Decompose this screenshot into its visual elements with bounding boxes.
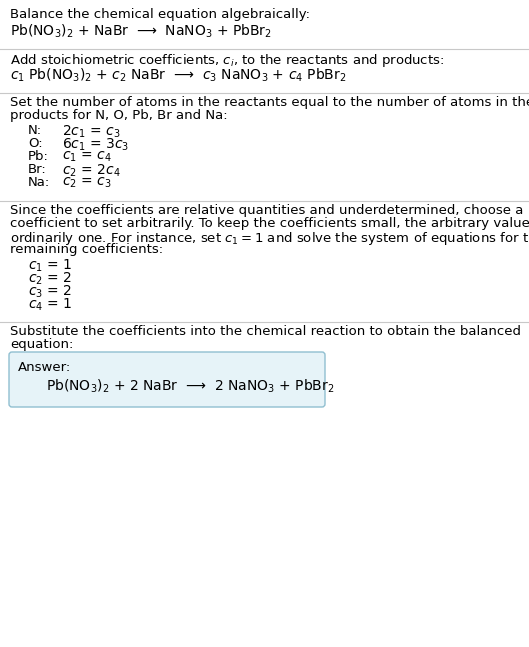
Text: Balance the chemical equation algebraically:: Balance the chemical equation algebraica… [10, 8, 310, 21]
Text: products for N, O, Pb, Br and Na:: products for N, O, Pb, Br and Na: [10, 109, 227, 122]
Text: $c_4$ = 1: $c_4$ = 1 [28, 297, 72, 313]
Text: equation:: equation: [10, 338, 74, 351]
Text: O:: O: [28, 137, 43, 150]
Text: N:: N: [28, 124, 42, 137]
Text: Set the number of atoms in the reactants equal to the number of atoms in the: Set the number of atoms in the reactants… [10, 96, 529, 109]
Text: Pb(NO$_3$)$_2$ + 2 NaBr  ⟶  2 NaNO$_3$ + PbBr$_2$: Pb(NO$_3$)$_2$ + 2 NaBr ⟶ 2 NaNO$_3$ + P… [46, 378, 334, 395]
Text: Pb:: Pb: [28, 150, 49, 163]
Text: 2$c_1$ = $c_3$: 2$c_1$ = $c_3$ [62, 124, 121, 140]
Text: $c_1$ = $c_4$: $c_1$ = $c_4$ [62, 150, 112, 164]
Text: $c_2$ = 2$c_4$: $c_2$ = 2$c_4$ [62, 163, 121, 179]
FancyBboxPatch shape [9, 352, 325, 407]
Text: Na:: Na: [28, 176, 50, 189]
Text: Substitute the coefficients into the chemical reaction to obtain the balanced: Substitute the coefficients into the che… [10, 325, 521, 338]
Text: $c_2$ = $c_3$: $c_2$ = $c_3$ [62, 176, 112, 190]
Text: $c_2$ = 2: $c_2$ = 2 [28, 271, 72, 287]
Text: ordinarily one. For instance, set $c_1 = 1$ and solve the system of equations fo: ordinarily one. For instance, set $c_1 =… [10, 230, 529, 247]
Text: Br:: Br: [28, 163, 47, 176]
Text: 6$c_1$ = 3$c_3$: 6$c_1$ = 3$c_3$ [62, 137, 129, 153]
Text: coefficient to set arbitrarily. To keep the coefficients small, the arbitrary va: coefficient to set arbitrarily. To keep … [10, 217, 529, 230]
Text: $c_1$ = 1: $c_1$ = 1 [28, 258, 72, 274]
Text: Since the coefficients are relative quantities and underdetermined, choose a: Since the coefficients are relative quan… [10, 204, 523, 217]
Text: remaining coefficients:: remaining coefficients: [10, 243, 163, 256]
Text: Add stoichiometric coefficients, $c_i$, to the reactants and products:: Add stoichiometric coefficients, $c_i$, … [10, 52, 444, 69]
Text: Answer:: Answer: [18, 361, 71, 374]
Text: $c_1$ Pb(NO$_3$)$_2$ + $c_2$ NaBr  ⟶  $c_3$ NaNO$_3$ + $c_4$ PbBr$_2$: $c_1$ Pb(NO$_3$)$_2$ + $c_2$ NaBr ⟶ $c_3… [10, 67, 346, 84]
Text: Pb(NO$_3$)$_2$ + NaBr  ⟶  NaNO$_3$ + PbBr$_2$: Pb(NO$_3$)$_2$ + NaBr ⟶ NaNO$_3$ + PbBr$… [10, 23, 272, 40]
Text: $c_3$ = 2: $c_3$ = 2 [28, 284, 72, 300]
